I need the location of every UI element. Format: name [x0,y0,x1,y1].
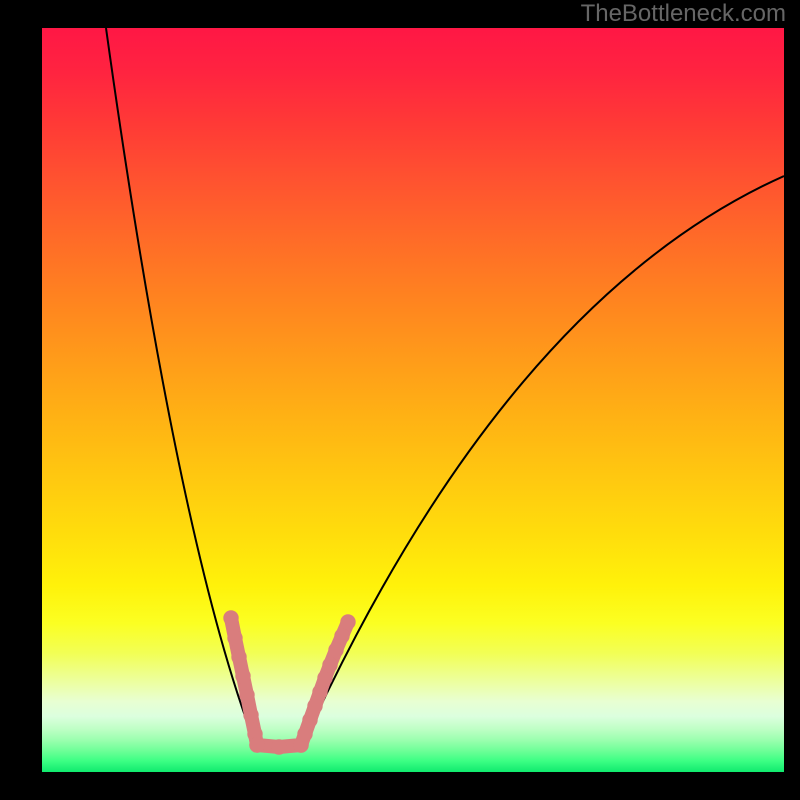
highlight-bead [271,739,286,754]
highlight-bead [239,687,254,702]
highlight-bead [328,642,343,657]
gradient-background [42,28,784,772]
highlight-bead [322,657,337,672]
bottleneck-chart [42,28,784,772]
highlight-bead [297,726,312,741]
highlight-bead [307,698,322,713]
highlight-bead [235,668,250,683]
watermark-text: TheBottleneck.com [581,0,786,28]
highlight-bead [334,628,349,643]
highlight-bead [312,684,327,699]
highlight-bead [302,712,317,727]
highlight-bead [227,630,242,645]
highlight-bead [243,707,258,722]
highlight-bead [340,614,355,629]
highlight-bead [231,649,246,664]
highlight-bead [249,737,264,752]
plot-area [42,28,784,772]
highlight-bead [223,610,238,625]
